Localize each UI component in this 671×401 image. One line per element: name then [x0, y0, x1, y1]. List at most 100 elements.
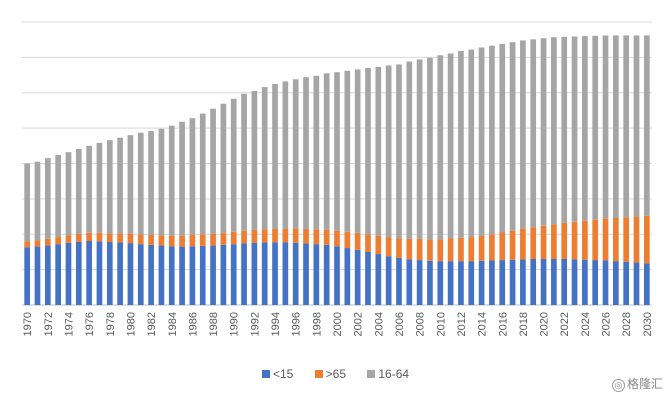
bar-segment-16-64-1972	[44, 158, 51, 239]
x-tick-label-2010: 2010	[435, 312, 447, 336]
bar-segment-over65-1976	[86, 232, 92, 241]
x-tick-label-2024: 2024	[580, 312, 592, 336]
bar-segment-under15-2003	[365, 251, 371, 305]
x-tick-label-2002: 2002	[353, 312, 365, 336]
bar-segment-under15-1987	[199, 245, 206, 305]
bar-segment-under15-2025	[592, 260, 599, 305]
bar-segment-under15-2002	[354, 249, 361, 305]
bar-segment-under15-1996	[292, 242, 299, 305]
bar-segment-over65-1970	[24, 241, 30, 248]
bar-segment-16-64-2002	[354, 69, 361, 233]
bar-segment-16-64-2016	[499, 43, 506, 233]
bar-segment-over65-1987	[199, 234, 206, 246]
bar-segment-16-64-2018	[520, 40, 526, 229]
bar-segment-16-64-2007	[406, 61, 413, 239]
bar-segment-under15-2010	[437, 261, 444, 305]
legend-label-under15: <15	[272, 367, 294, 381]
x-tick-label-2018: 2018	[518, 312, 530, 336]
x-tick-label-1984: 1984	[167, 312, 179, 336]
bar-segment-over65-2002	[354, 232, 361, 250]
x-tick-label-2004: 2004	[373, 312, 385, 336]
bar-segment-16-64-2015	[489, 45, 495, 235]
bar-segment-16-64-1973	[55, 155, 61, 238]
legend-label-16-64: 16-64	[378, 367, 410, 381]
bar-segment-over65-2010	[437, 239, 444, 262]
bar-segment-16-64-1984	[168, 125, 175, 236]
bar-segment-under15-2027	[613, 261, 619, 305]
bar-segment-under15-2017	[509, 259, 516, 305]
bar-segment-under15-1991	[241, 243, 247, 305]
bar-segment-under15-2000	[334, 246, 340, 305]
x-tick-label-2000: 2000	[332, 312, 344, 336]
x-tick-label-1982: 1982	[146, 312, 158, 336]
bar-segment-over65-2019	[530, 227, 537, 260]
bar-segment-under15-1983	[158, 245, 165, 305]
bar-segment-under15-1997	[303, 243, 309, 305]
bar-segment-under15-2026	[602, 260, 609, 305]
bar-segment-16-64-1982	[148, 130, 154, 235]
bar-segment-under15-1986	[189, 246, 196, 305]
bar-segment-over65-2027	[613, 217, 619, 262]
bar-segment-16-64-1986	[189, 118, 196, 235]
legend-swatch-under15	[261, 370, 270, 378]
bar-segment-over65-1983	[158, 235, 165, 246]
bar-segment-over65-2024	[582, 220, 588, 260]
x-tick-label-1996: 1996	[291, 312, 303, 336]
x-tick-label-2008: 2008	[415, 312, 427, 336]
bar-segment-over65-1989	[220, 232, 227, 245]
x-tick-label-2006: 2006	[394, 312, 406, 336]
bar-segment-16-64-1983	[158, 128, 165, 236]
bar-segment-under15-2007	[406, 259, 413, 305]
bar-segment-16-64-1976	[86, 145, 92, 233]
bar-segment-over65-2030	[644, 215, 650, 264]
bar-segment-under15-1999	[323, 244, 330, 305]
bar-segment-under15-1993	[261, 242, 268, 305]
bar-segment-under15-1994	[272, 242, 278, 305]
x-tick-label-2022: 2022	[559, 312, 571, 336]
bar-segment-over65-1973	[55, 237, 61, 245]
bar-segment-16-64-2019	[530, 39, 537, 228]
x-tick-label-1992: 1992	[249, 312, 261, 336]
bar-segment-under15-1982	[148, 244, 154, 305]
bar-segment-under15-2005	[385, 256, 392, 305]
watermark-logo-icon: ◎	[611, 379, 625, 392]
x-tick-label-2026: 2026	[601, 312, 613, 336]
bar-segment-over65-2022	[561, 222, 568, 260]
bar-segment-under15-2021	[551, 259, 557, 305]
x-tick-label-2030: 2030	[642, 312, 654, 336]
bar-segment-16-64-2001	[344, 70, 351, 232]
bar-segment-over65-2015	[489, 234, 495, 261]
bar-segment-16-64-2003	[365, 67, 371, 235]
bar-segment-over65-2029	[633, 216, 640, 263]
bar-segment-over65-2000	[334, 230, 340, 247]
bar-segment-over65-2020	[540, 225, 547, 260]
bar-segment-16-64-1992	[251, 90, 258, 230]
x-tick-label-1980: 1980	[125, 312, 137, 336]
bar-segment-over65-1999	[323, 229, 330, 245]
bar-segment-16-64-2005	[385, 65, 392, 238]
bar-segment-over65-1974	[65, 235, 72, 243]
bar-segment-over65-2028	[623, 217, 630, 262]
bar-segment-16-64-1977	[96, 142, 103, 233]
bar-segment-under15-2015	[489, 260, 495, 305]
bar-segment-over65-1971	[34, 240, 41, 247]
x-tick-label-1994: 1994	[270, 312, 282, 336]
bar-segment-under15-1985	[179, 246, 185, 305]
bar-segment-over65-2004	[375, 235, 382, 255]
bar-segment-16-64-2020	[540, 38, 547, 226]
bar-segment-16-64-1971	[34, 161, 41, 241]
bar-segment-under15-2004	[375, 254, 382, 305]
bar-segment-under15-1981	[137, 244, 144, 305]
x-tick-label-1978: 1978	[105, 312, 117, 336]
bar-segment-16-64-2009	[427, 57, 433, 240]
bar-segment-over65-1997	[303, 228, 309, 244]
bar-segment-16-64-1998	[313, 75, 320, 230]
bar-segment-under15-1980	[127, 243, 134, 305]
bar-segment-over65-1998	[313, 229, 320, 245]
bar-segment-over65-2025	[592, 219, 599, 261]
bar-segment-over65-2001	[344, 231, 351, 249]
bar-segment-16-64-1990	[230, 98, 237, 232]
bar-segment-over65-2007	[406, 238, 413, 260]
bar-segment-over65-1978	[106, 233, 113, 243]
bar-segment-over65-2021	[551, 224, 557, 260]
